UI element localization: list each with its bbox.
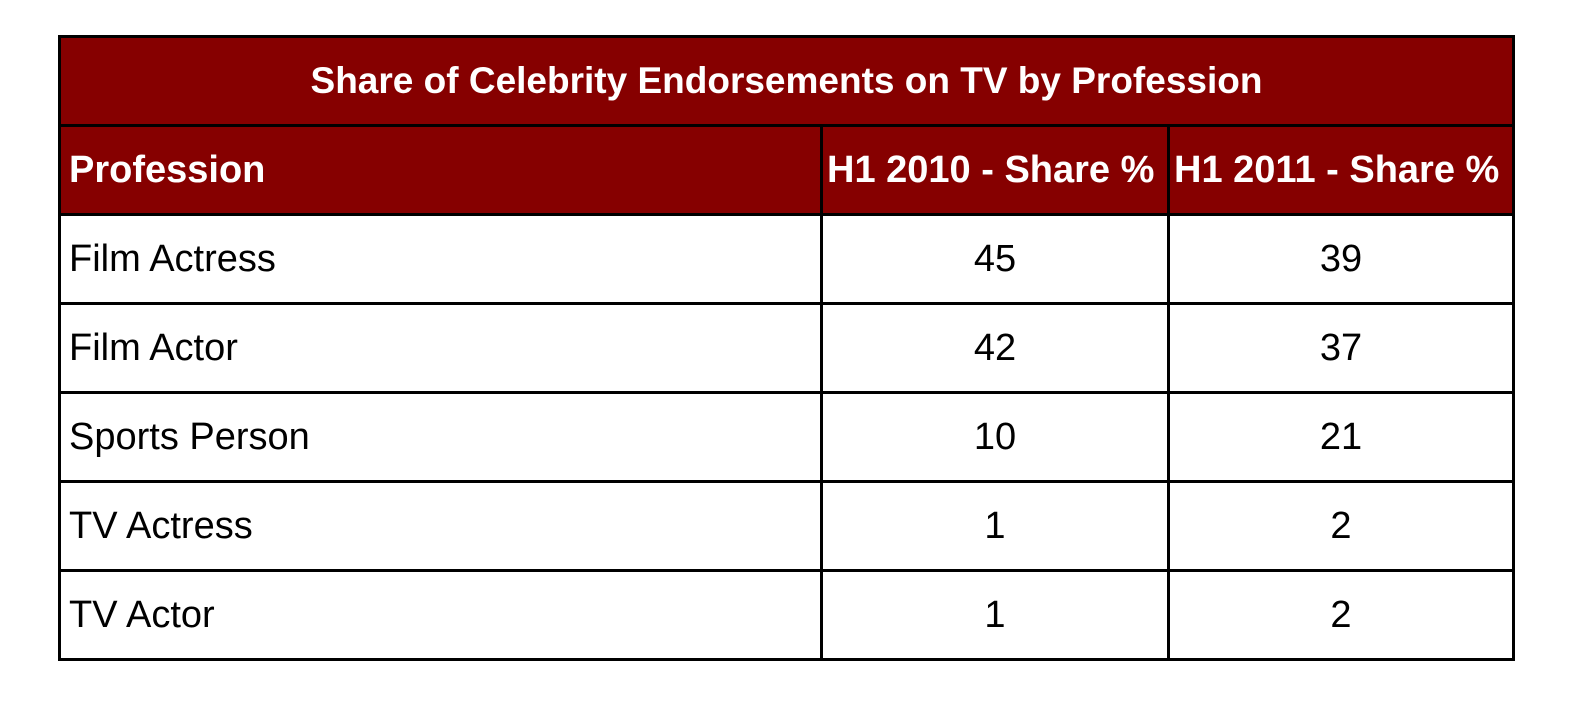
cell-h1-2011: 39 — [1167, 213, 1515, 305]
cell-profession: Film Actor — [58, 302, 823, 394]
endorsement-table-container: Share of Celebrity Endorsements on TV by… — [58, 35, 1515, 661]
cell-h1-2010: 1 — [820, 569, 1170, 661]
table-row: Film Actress 45 39 — [58, 213, 1515, 305]
table-row: TV Actor 1 2 — [58, 569, 1515, 661]
cell-h1-2010: 45 — [820, 213, 1170, 305]
table-row: TV Actress 1 2 — [58, 480, 1515, 572]
column-header-h1-2010: H1 2010 - Share % — [820, 124, 1170, 216]
table-title-row: Share of Celebrity Endorsements on TV by… — [58, 35, 1515, 127]
endorsement-table: Share of Celebrity Endorsements on TV by… — [58, 35, 1515, 661]
cell-h1-2011: 2 — [1167, 480, 1515, 572]
cell-h1-2011: 37 — [1167, 302, 1515, 394]
table-row: Film Actor 42 37 — [58, 302, 1515, 394]
table-title: Share of Celebrity Endorsements on TV by… — [58, 35, 1515, 127]
cell-h1-2010: 1 — [820, 480, 1170, 572]
cell-h1-2011: 2 — [1167, 569, 1515, 661]
column-header-h1-2011: H1 2011 - Share % — [1167, 124, 1515, 216]
cell-profession: Film Actress — [58, 213, 823, 305]
cell-profession: Sports Person — [58, 391, 823, 483]
column-header-profession: Profession — [58, 124, 823, 216]
cell-h1-2010: 10 — [820, 391, 1170, 483]
cell-h1-2011: 21 — [1167, 391, 1515, 483]
cell-profession: TV Actor — [58, 569, 823, 661]
cell-profession: TV Actress — [58, 480, 823, 572]
table-row: Sports Person 10 21 — [58, 391, 1515, 483]
table-header-row: Profession H1 2010 - Share % H1 2011 - S… — [58, 124, 1515, 216]
cell-h1-2010: 42 — [820, 302, 1170, 394]
